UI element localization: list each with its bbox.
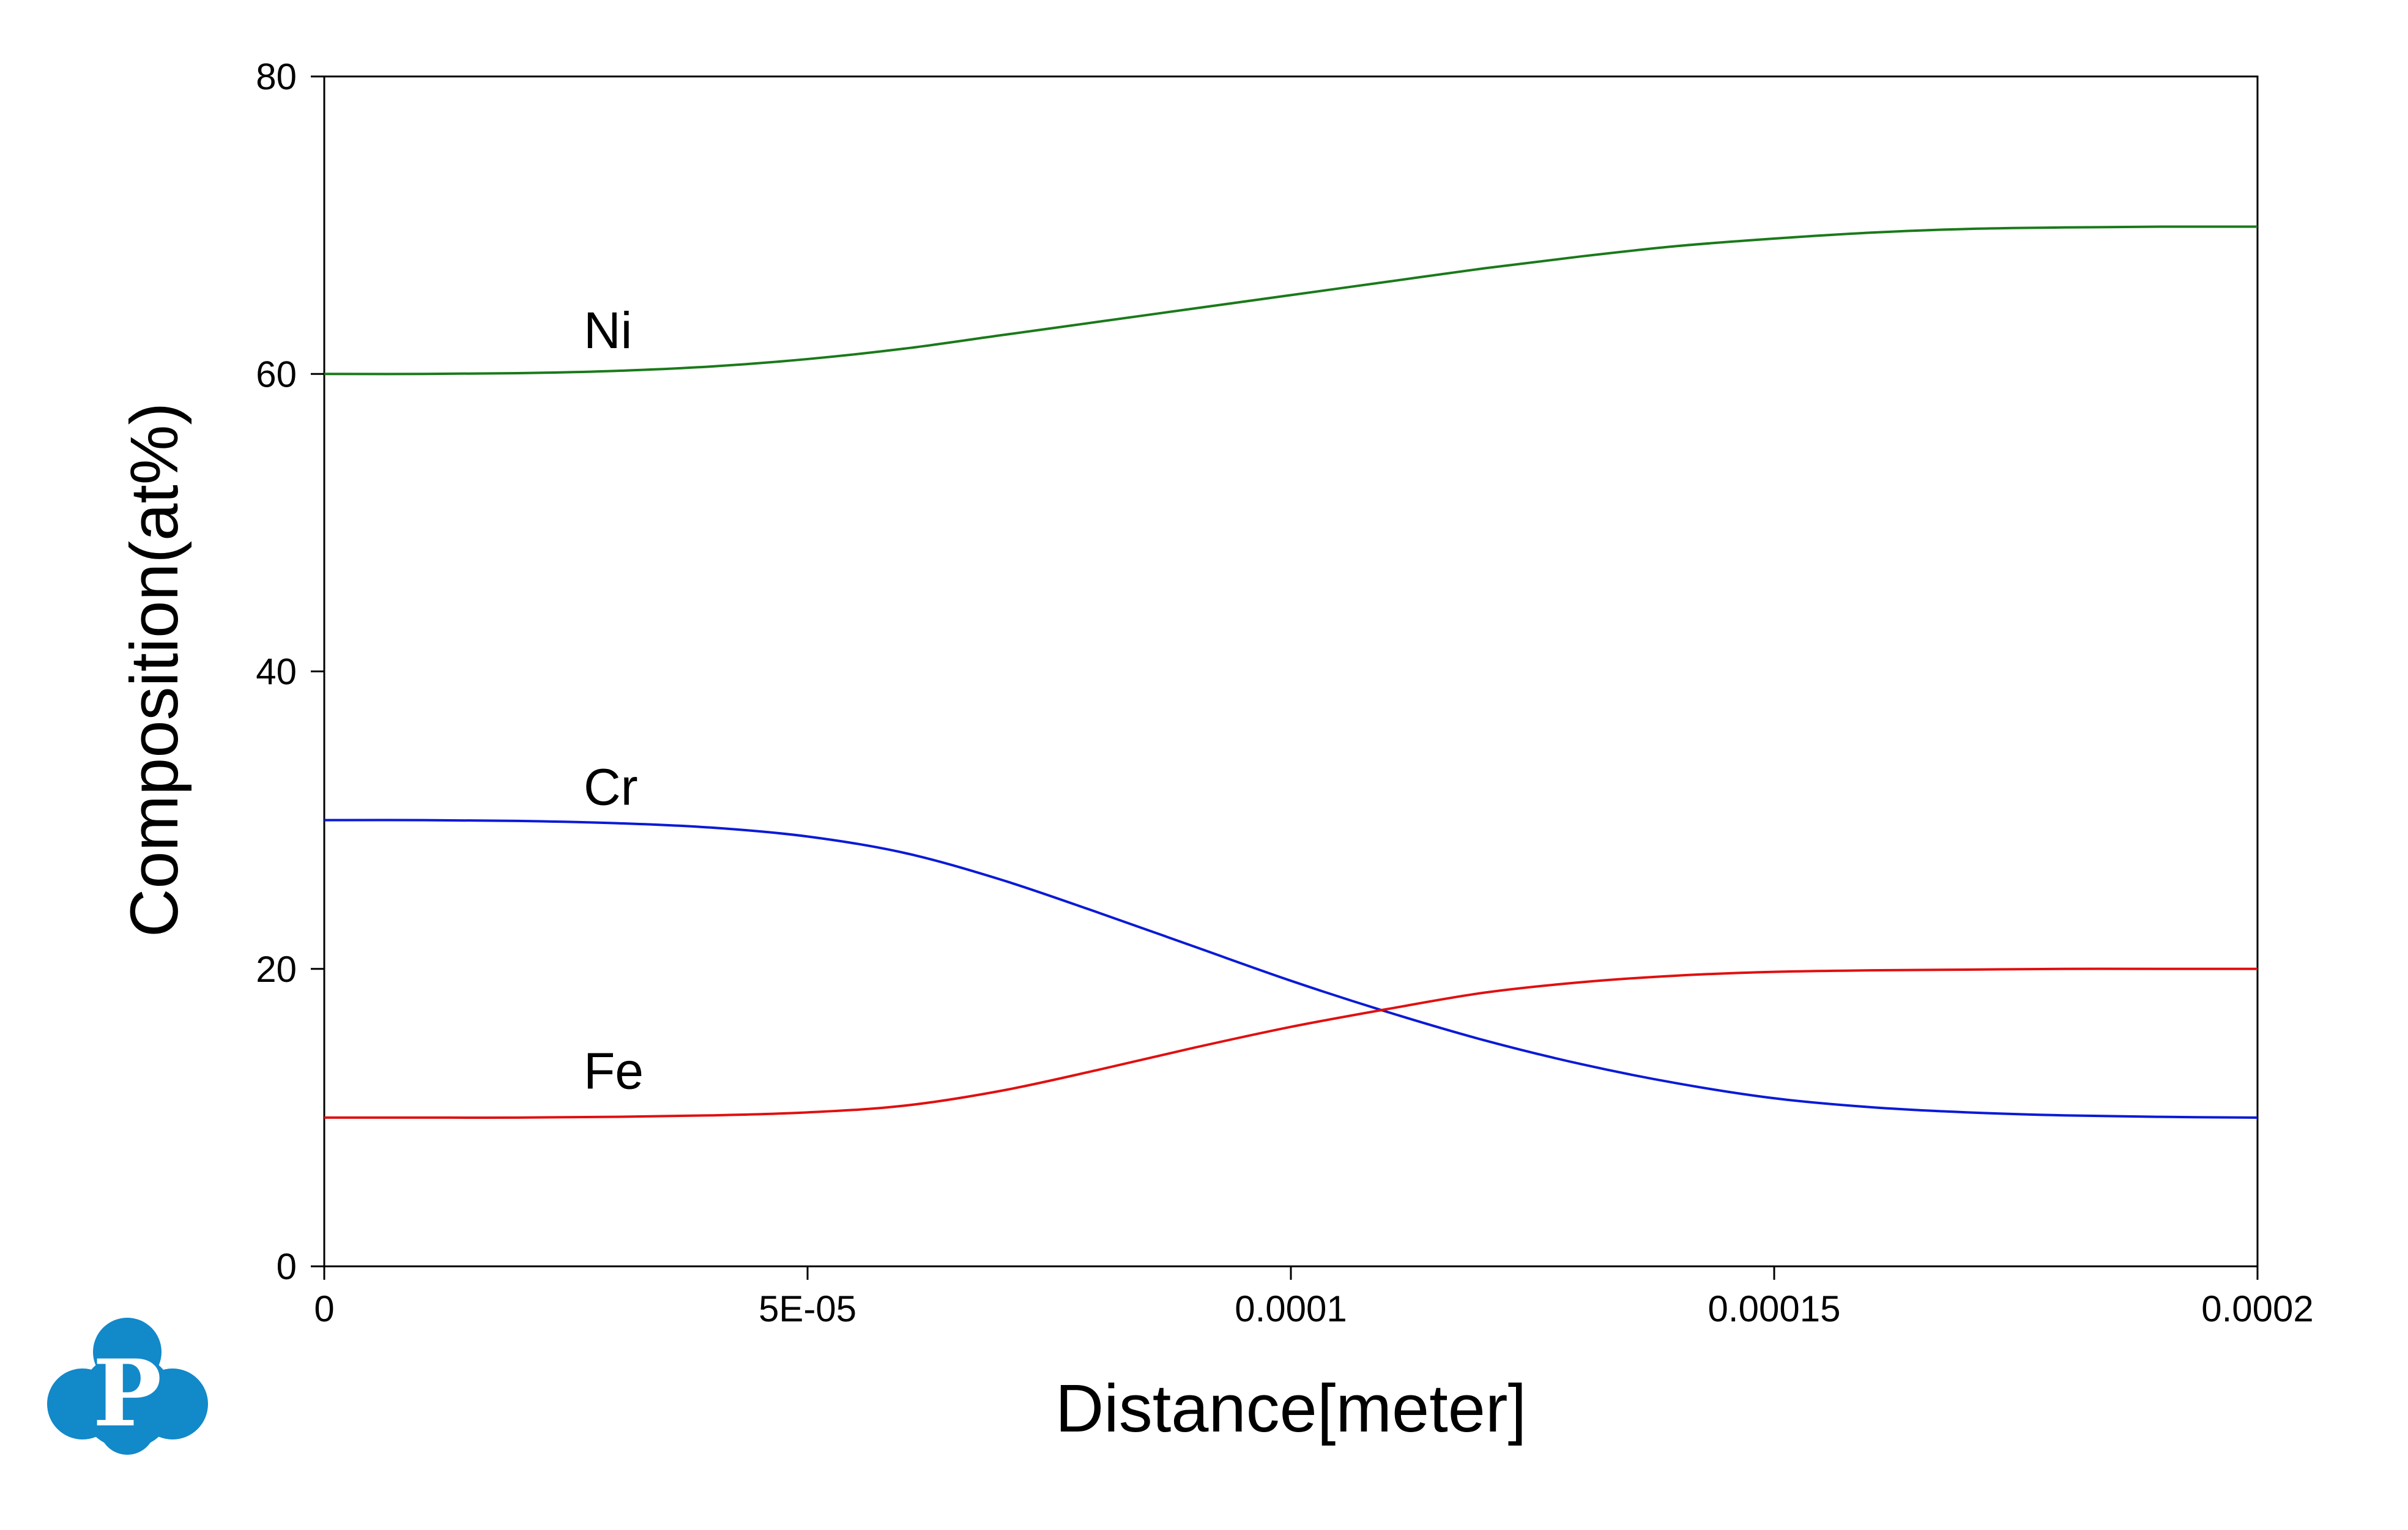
x-tick-label: 0 — [314, 1288, 334, 1329]
series-lines — [324, 225, 2258, 1119]
y-axis: 0 20 40 60 80 — [256, 56, 324, 1287]
x-axis-title: Distance[meter] — [1055, 1371, 1526, 1446]
x-tick-label: 5E-05 — [759, 1288, 857, 1329]
x-axis: 0 5E-05 0.0001 0.00015 0.0002 — [314, 1266, 2314, 1329]
logo-letter: P — [93, 1340, 162, 1447]
y-axis-title: Composition(at%) — [117, 403, 192, 937]
p-cloud-logo-icon: P — [47, 1318, 208, 1455]
y-tick-label: 20 — [256, 949, 297, 990]
series-line-fe — [324, 967, 2258, 1119]
x-tick-label: 0.00015 — [1708, 1288, 1841, 1329]
logo-cloud-bottom — [99, 1398, 155, 1455]
y-tick-label: 80 — [256, 56, 297, 97]
x-tick-label: 0.0002 — [2201, 1288, 2314, 1329]
y-tick-label: 40 — [256, 652, 297, 693]
series-line-ni — [324, 225, 2258, 376]
series-label-cr: Cr — [584, 758, 638, 815]
series-line-cr — [324, 819, 2258, 1119]
x-tick-label: 0.0001 — [1235, 1288, 1347, 1329]
series-labels: Ni Cr Fe — [584, 302, 644, 1100]
series-label-ni: Ni — [584, 302, 632, 359]
y-tick-label: 60 — [256, 354, 297, 395]
series-label-fe: Fe — [584, 1042, 644, 1100]
y-tick-label: 0 — [277, 1246, 297, 1287]
